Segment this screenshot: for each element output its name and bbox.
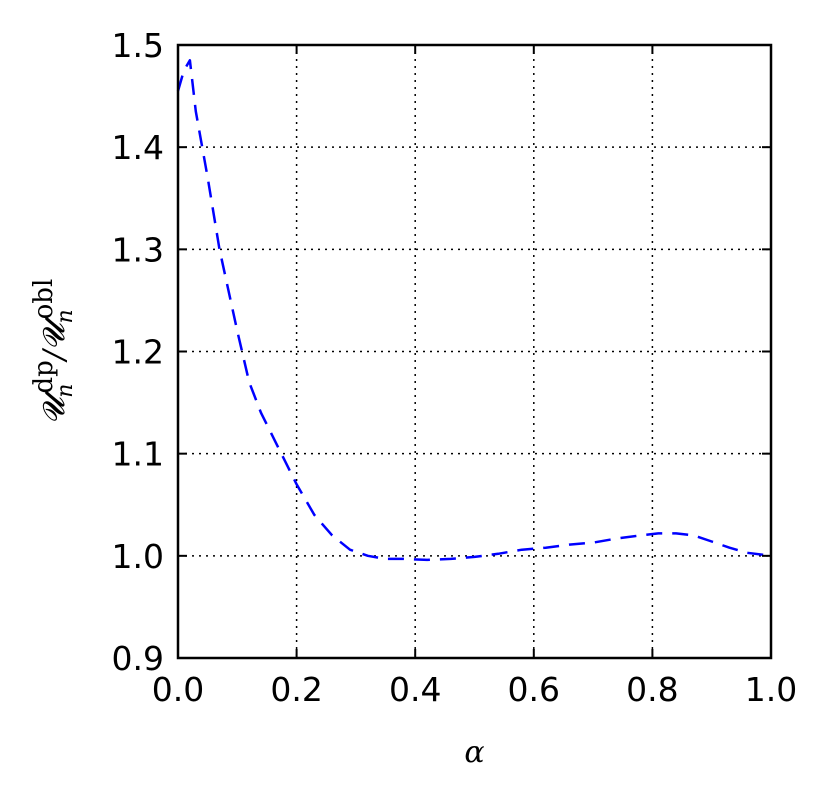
y-label-slash: / — [37, 347, 72, 363]
x-tick-label: 1.0 — [745, 670, 797, 709]
y-tick-label: 1.0 — [112, 537, 164, 576]
x-tick-label: 0.2 — [270, 670, 322, 709]
y-tick-label: 1.4 — [112, 128, 164, 167]
grid-lines — [178, 45, 771, 658]
x-tick-label: 0.6 — [508, 670, 560, 709]
y-tick-label: 1.3 — [112, 230, 164, 269]
y-label-numerator-subscript: n — [53, 384, 78, 398]
y-tick-labels: 0.9 1.0 1.1 1.2 1.3 1.4 1.5 — [112, 26, 164, 678]
series-line — [176, 59, 772, 562]
y-tick-label: 1.2 — [112, 333, 164, 372]
y-tick-label: 1.1 — [112, 435, 164, 474]
y-axis-label: 𝓤ndp/𝓤nobl — [29, 279, 78, 425]
y-label-denominator-subscript: n — [53, 309, 78, 323]
series-group — [176, 59, 772, 562]
y-label-denominator-superscript: obl — [29, 279, 59, 320]
tick-marks — [177, 44, 772, 659]
y-tick-label: 0.9 — [112, 639, 164, 678]
y-label-numerator-superscript: dp — [29, 360, 59, 393]
x-tick-label: 0.8 — [626, 670, 678, 709]
x-tick-label: 0.0 — [152, 670, 204, 709]
x-axis-label: α — [464, 735, 484, 770]
x-tick-label: 0.4 — [389, 670, 441, 709]
x-tick-labels: 0.0 0.2 0.4 0.6 0.8 1.0 — [152, 670, 797, 709]
y-tick-label: 1.5 — [112, 26, 164, 65]
